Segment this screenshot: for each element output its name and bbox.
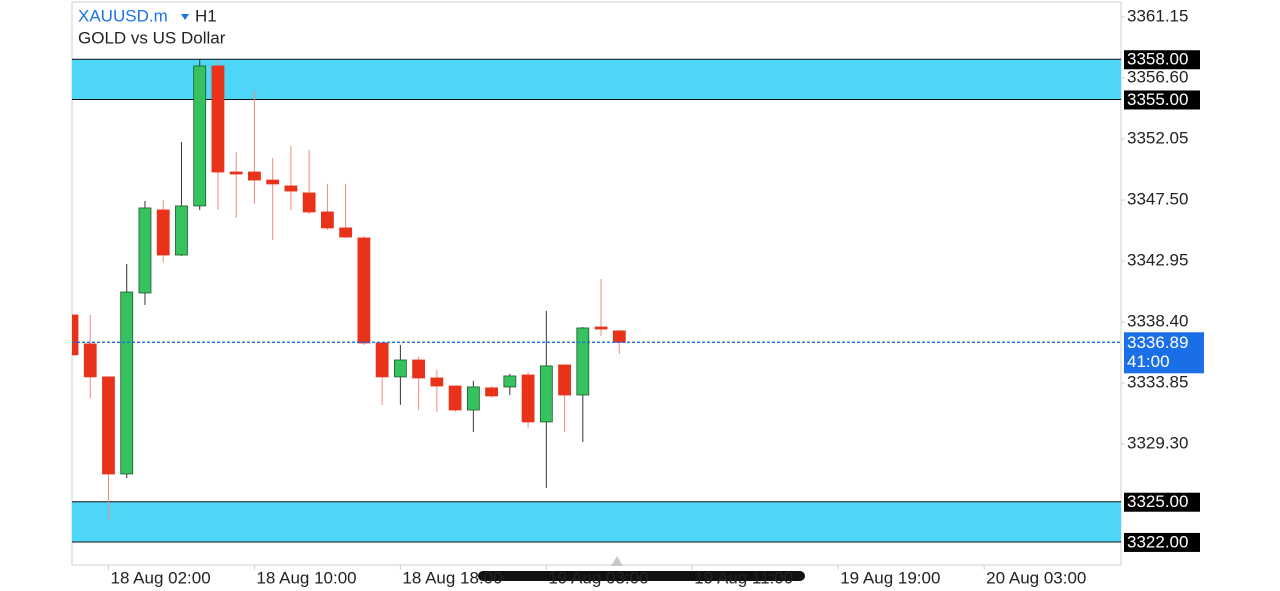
candle-body <box>430 377 444 387</box>
zone-label-box <box>1124 532 1200 552</box>
dropdown-arrow[interactable] <box>181 14 189 20</box>
candle-body <box>339 227 353 238</box>
candle-body <box>357 237 371 344</box>
x-tick-label: 18 Aug 18:00 <box>402 568 502 587</box>
candle-body <box>558 364 571 396</box>
scroll-marker[interactable] <box>611 556 623 566</box>
y-tick-label: 3338.40 <box>1127 312 1188 331</box>
candle-body <box>211 65 225 173</box>
y-tick-label: 3352.05 <box>1127 129 1188 148</box>
candle-body <box>248 171 261 181</box>
x-tick-label: 18 Aug 02:00 <box>110 568 210 587</box>
symbol[interactable]: XAUUSD.m <box>78 6 168 25</box>
zone-label: 3325.00 <box>1127 492 1188 511</box>
candle-body <box>284 185 298 192</box>
plot <box>72 58 1121 543</box>
x-tick-label: 18 Aug 10:00 <box>256 568 356 587</box>
y-tick-label: 3356.60 <box>1127 68 1188 87</box>
price-label-box <box>1124 332 1204 374</box>
candle-body <box>321 211 334 229</box>
zone-label: 3358.00 <box>1127 50 1188 69</box>
y-tick-label: 3333.85 <box>1127 373 1188 392</box>
timeframe[interactable]: H1 <box>195 6 217 25</box>
candle-body <box>412 359 426 379</box>
zone-label-box <box>1124 50 1200 70</box>
x-tick-label: 19 Aug 11:00 <box>694 568 793 587</box>
candle-body <box>138 207 152 294</box>
y-tick-label: 3347.50 <box>1127 190 1188 209</box>
y-tick-label: 3361.15 <box>1127 7 1188 26</box>
candle-body <box>102 376 115 475</box>
candle-body <box>229 171 243 175</box>
candle-body <box>576 327 590 396</box>
home-indicator <box>478 571 805 581</box>
zone-label-box <box>1124 90 1200 110</box>
y-tick-label: 3342.95 <box>1127 251 1188 270</box>
candle-body <box>375 342 389 378</box>
candle-body <box>503 375 517 388</box>
countdown: 41:00 <box>1127 352 1170 371</box>
candle-body <box>594 326 608 330</box>
candle-body <box>83 343 97 378</box>
candle-body <box>175 205 188 256</box>
candle-body <box>156 209 170 256</box>
zone-label-box <box>1124 492 1200 512</box>
x-tick-label: 19 Aug 19:00 <box>840 568 940 587</box>
candle-body <box>448 385 462 411</box>
candle-body <box>266 179 280 185</box>
x-tick-label: 20 Aug 03:00 <box>986 568 1086 587</box>
subtitle: GOLD vs US Dollar <box>78 28 226 47</box>
candle-body <box>485 387 499 397</box>
candle-body <box>193 65 207 207</box>
zone-label: 3355.00 <box>1127 90 1188 109</box>
y-tick-label: 3329.30 <box>1127 434 1188 453</box>
candle-body <box>120 291 134 475</box>
zone <box>72 59 1121 100</box>
x-tick-label: 19 Aug 03:00 <box>548 568 648 587</box>
candle-body <box>539 365 553 423</box>
candle-body <box>612 330 626 343</box>
candle-body <box>466 386 480 411</box>
candle-body <box>302 192 316 213</box>
price-label: 3336.89 <box>1127 333 1188 352</box>
candle-body <box>72 314 79 356</box>
zone-label: 3322.00 <box>1127 532 1188 551</box>
zone <box>72 501 1121 542</box>
candle-body <box>393 359 407 378</box>
candle-body <box>521 374 535 423</box>
